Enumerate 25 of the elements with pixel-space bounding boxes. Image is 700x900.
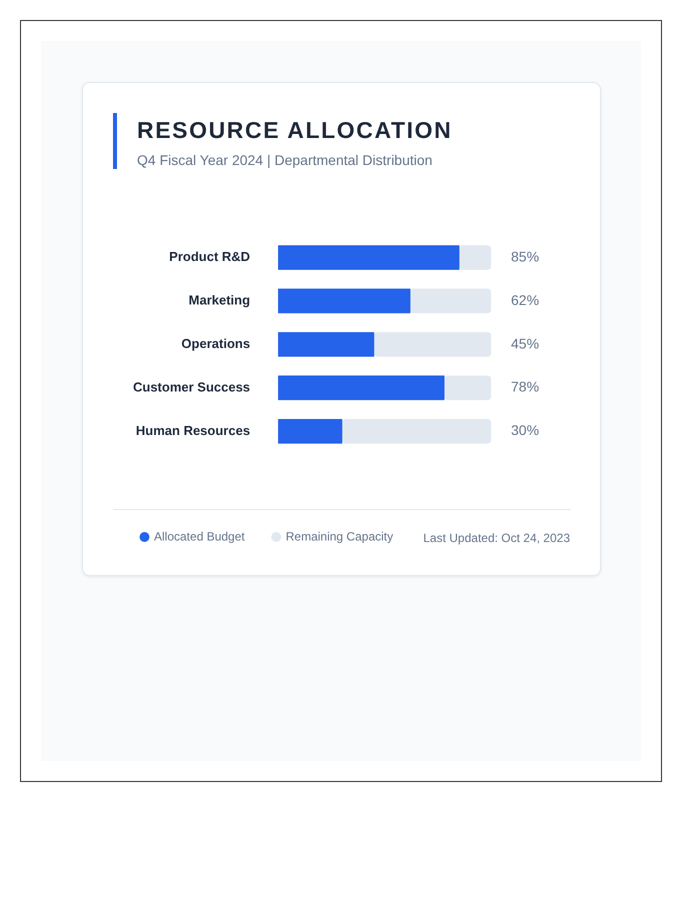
data-label: 30%: [511, 422, 540, 438]
bar: [458, 245, 491, 270]
bar: [278, 418, 342, 444]
y-tick-label: Product R&D: [169, 249, 250, 264]
chart-subtitle: Q4 Fiscal Year 2024 | Departmental Distribution: [137, 152, 432, 168]
y-tick-label: Marketing: [188, 292, 250, 308]
chart-title: RESOURCE ALLOCATION: [137, 117, 452, 144]
legend-label: Remaining Capacity: [286, 529, 394, 544]
data-label: 78%: [511, 378, 540, 395]
bar: [342, 418, 491, 444]
bar: [374, 332, 491, 357]
y-tick-label: Customer Success: [132, 379, 250, 394]
y-tick-label: Human Resources: [136, 422, 250, 438]
data-label: 45%: [511, 335, 540, 352]
text: Last Updated: Oct 24, 2023: [423, 531, 570, 545]
bar: [278, 376, 444, 400]
data-label: 85%: [511, 248, 540, 264]
legend-label: Allocated Budget: [154, 529, 246, 544]
bar: [278, 288, 410, 314]
bar: [444, 376, 491, 400]
bar: [410, 288, 491, 314]
bar: [278, 332, 374, 357]
bar: [278, 245, 460, 270]
data-label: 62%: [511, 292, 540, 308]
y-tick-label: Operations: [181, 336, 250, 351]
